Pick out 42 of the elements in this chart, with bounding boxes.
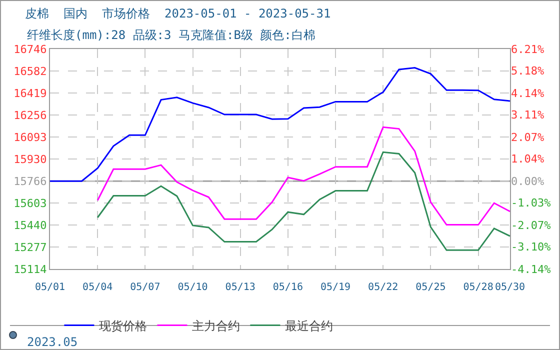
chart-subtitle: 纤维长度(mm):28 品级:3 马克隆值:B级 颜色:白棉 bbox=[27, 28, 316, 42]
x-tick-label: 05/04 bbox=[82, 282, 113, 293]
line-series bbox=[96, 126, 510, 226]
y2-tick-label: -3.10% bbox=[511, 240, 552, 254]
legend-label: 最近合约 bbox=[285, 318, 334, 333]
y-tick-label: 15930 bbox=[14, 152, 47, 166]
y-tick-label: 15766 bbox=[14, 174, 47, 188]
x-tick-label: 05/13 bbox=[225, 282, 256, 293]
y-tick-label: 16746 bbox=[14, 42, 47, 56]
x-tick-label: 05/28 bbox=[463, 282, 494, 293]
legend-label: 主力合约 bbox=[192, 318, 240, 333]
y2-tick-label: 6.21% bbox=[511, 42, 544, 56]
x-tick-label: 05/22 bbox=[368, 282, 398, 293]
y2-tick-label: -2.07% bbox=[511, 218, 552, 232]
line-series bbox=[96, 151, 510, 251]
y2-tick-label: 5.18% bbox=[511, 64, 544, 78]
y-tick-label: 16582 bbox=[14, 64, 47, 78]
y2-tick-label: 2.07% bbox=[511, 130, 544, 144]
x-tick-label: 05/10 bbox=[178, 282, 208, 293]
y-tick-label: 15114 bbox=[14, 262, 48, 276]
y2-tick-label: 4.14% bbox=[511, 86, 544, 100]
x-tick-label: 05/01 bbox=[34, 282, 66, 293]
x-tick-label: 05/25 bbox=[416, 282, 446, 293]
x-tick-label: 05/30 bbox=[494, 282, 526, 293]
y2-tick-label: -4.14% bbox=[511, 262, 552, 276]
legend-label: 现货价格 bbox=[99, 318, 148, 333]
y-tick-label: 16256 bbox=[14, 108, 47, 122]
y2-tick-label: 3.11% bbox=[511, 108, 544, 122]
text: 2023.05 bbox=[27, 335, 78, 349]
y-tick-label: 15440 bbox=[14, 218, 47, 232]
y-tick-label: 16419 bbox=[14, 86, 47, 100]
y-tick-label: 16093 bbox=[14, 130, 47, 144]
y2-tick-label: 1.04% bbox=[511, 152, 544, 166]
chart-title: 皮棉 国内 市场价格 2023-05-01 - 2023-05-31 bbox=[25, 6, 331, 20]
x-tick-label: 05/16 bbox=[272, 282, 303, 293]
x-tick-label: 05/19 bbox=[320, 282, 351, 293]
y-tick-label: 15277 bbox=[14, 240, 47, 254]
y-tick-label: 15603 bbox=[14, 196, 47, 210]
line-series bbox=[50, 66, 510, 182]
x-tick-label: 05/07 bbox=[130, 282, 160, 293]
y2-tick-label: -1.03% bbox=[511, 196, 552, 210]
y2-tick-label: 0.00% bbox=[511, 174, 544, 188]
